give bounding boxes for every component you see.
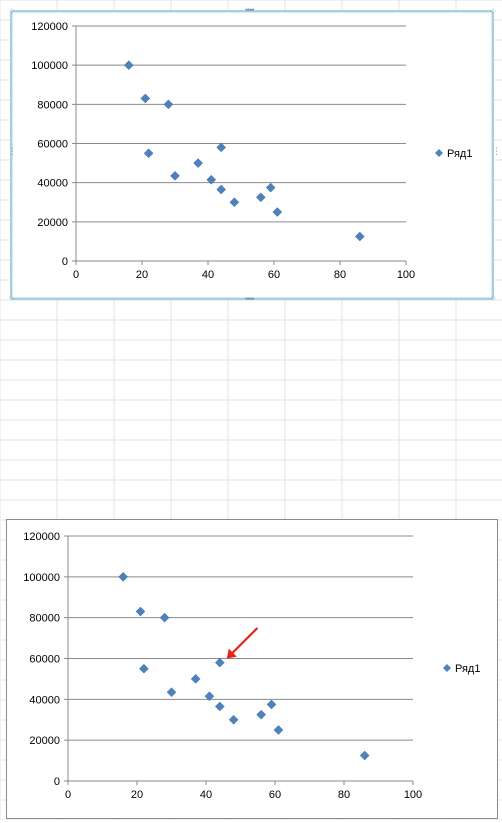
y-tick-label: 0 bbox=[54, 776, 60, 788]
y-tick-label: 20000 bbox=[29, 735, 60, 747]
resize-handle-corner-tl[interactable]: ⁘ bbox=[8, 6, 15, 16]
legend-label: Ряд1 bbox=[455, 663, 480, 675]
data-point-diamond bbox=[139, 663, 149, 674]
y-tick-label: 40000 bbox=[37, 178, 68, 190]
y-tick-label: 60000 bbox=[29, 654, 60, 666]
data-point-diamond bbox=[170, 170, 180, 181]
data-point-diamond bbox=[135, 606, 146, 617]
x-tick-label: 40 bbox=[202, 269, 214, 281]
x-tick-label: 80 bbox=[338, 789, 350, 801]
x-tick-label: 60 bbox=[269, 789, 281, 801]
x-tick-label: 0 bbox=[65, 789, 71, 801]
data-point-diamond bbox=[163, 99, 174, 110]
data-point-diamond bbox=[193, 158, 203, 168]
resize-handle-corner-bl[interactable]: ⁘ bbox=[8, 293, 15, 303]
data-point-diamond bbox=[159, 612, 170, 623]
data-point-diamond bbox=[228, 714, 239, 725]
y-tick-label: 100000 bbox=[31, 60, 68, 72]
data-point-diamond bbox=[359, 750, 370, 761]
y-tick-label: 20000 bbox=[37, 217, 68, 229]
legend-marker-diamond bbox=[435, 149, 443, 157]
y-tick-label: 120000 bbox=[23, 531, 60, 543]
scatter-plot-svg: 0 20000 40000 60000 80000 100000 120000 0 20 40 60… bbox=[23, 531, 480, 801]
x-tick-label: 100 bbox=[404, 789, 422, 801]
x-tick-label: 100 bbox=[397, 269, 415, 281]
y-tick-label: 100000 bbox=[23, 572, 60, 584]
resize-handle-corner-tr[interactable]: ⁘ bbox=[489, 6, 496, 16]
y-tick-label: 40000 bbox=[29, 694, 60, 706]
data-point-diamond bbox=[216, 184, 227, 195]
y-tick-label: 120000 bbox=[31, 21, 68, 33]
data-point-diamond bbox=[190, 674, 201, 684]
scatter-plot-svg: 0 20000 40000 60000 80000 100000 120000 0 20 40 60… bbox=[31, 21, 472, 281]
resize-handle-bottom[interactable]: •••• bbox=[245, 294, 255, 304]
legend-label: Ряд1 bbox=[447, 148, 472, 160]
data-point-diamond bbox=[256, 709, 267, 720]
y-tick-label: 80000 bbox=[29, 613, 60, 625]
resize-handle-right[interactable]: ⋮ bbox=[492, 146, 501, 156]
data-point-diamond bbox=[118, 571, 129, 582]
data-point-diamond bbox=[166, 687, 177, 698]
legend-marker-diamond bbox=[443, 664, 451, 672]
data-point-diamond bbox=[204, 691, 215, 702]
data-point-diamond bbox=[140, 93, 151, 104]
data-point-diamond bbox=[214, 657, 225, 668]
data-point-diamond bbox=[214, 701, 225, 712]
resize-handle-left[interactable]: ⋮ bbox=[8, 146, 17, 156]
data-point-diamond bbox=[272, 207, 283, 217]
x-tick-label: 20 bbox=[136, 269, 148, 281]
x-tick-label: 80 bbox=[334, 269, 346, 281]
x-tick-label: 60 bbox=[268, 269, 280, 281]
data-point-diamond bbox=[216, 142, 227, 153]
y-tick-label: 0 bbox=[62, 256, 68, 268]
data-point-diamond bbox=[255, 192, 266, 203]
data-point-diamond bbox=[266, 699, 277, 710]
data-point-diamond bbox=[123, 60, 134, 71]
annotation-arrow bbox=[226, 627, 258, 659]
data-point-diamond bbox=[354, 231, 365, 242]
data-point-diamond bbox=[206, 174, 217, 185]
scatter-chart-annotated[interactable]: 0 20000 40000 60000 80000 100000 120000 0 20 40 60… bbox=[6, 519, 498, 819]
y-tick-label: 60000 bbox=[37, 139, 68, 151]
data-point-diamond bbox=[273, 725, 284, 735]
scatter-chart-selected[interactable]: •••• •••• ⋮ ⋮ ⁘ ⁘ ⁘ ⁘ 0 20000 40000 60000 80… bbox=[8, 5, 501, 304]
resize-handle-top[interactable]: •••• bbox=[245, 5, 255, 15]
y-tick-label: 80000 bbox=[37, 99, 68, 111]
resize-handle-corner-br[interactable]: ⁘ bbox=[489, 293, 496, 303]
data-point-diamond bbox=[143, 148, 154, 159]
x-tick-label: 20 bbox=[131, 789, 143, 801]
data-point-diamond bbox=[229, 197, 240, 208]
x-tick-label: 40 bbox=[200, 789, 212, 801]
data-point-diamond bbox=[265, 182, 276, 193]
x-tick-label: 0 bbox=[73, 269, 79, 281]
